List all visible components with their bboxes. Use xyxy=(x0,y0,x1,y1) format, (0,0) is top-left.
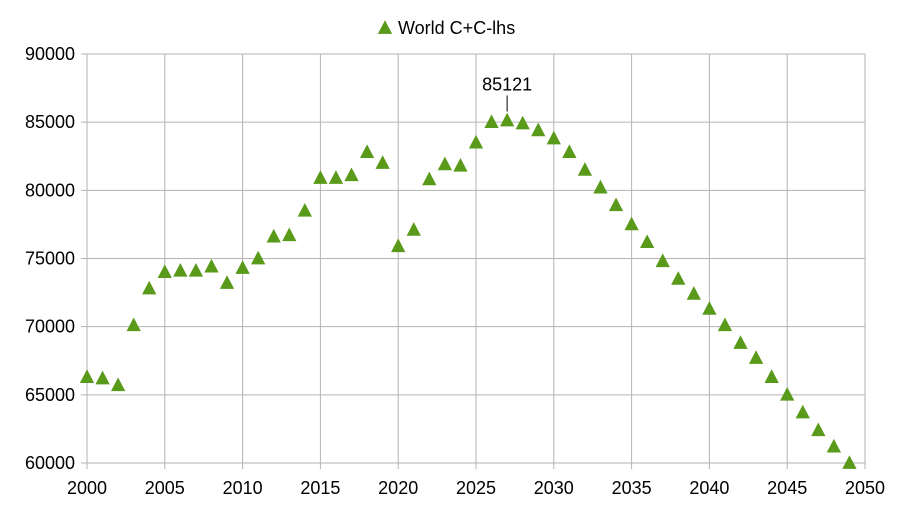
data-point-triangle xyxy=(391,238,406,253)
y-tick-label: 90000 xyxy=(25,44,75,64)
y-tick-label: 75000 xyxy=(25,249,75,269)
data-point-triangle xyxy=(437,156,453,171)
data-point-triangle xyxy=(142,280,157,295)
data-point-triangle xyxy=(748,350,764,364)
y-tick-label: 70000 xyxy=(25,317,75,337)
data-point-triangle xyxy=(593,179,608,194)
data-point-triangle xyxy=(453,157,468,172)
data-point-triangle xyxy=(484,114,499,129)
y-axis-ticks: 60000 65000 70000 75000 80000 85000 90000 xyxy=(25,44,75,473)
data-point-triangle xyxy=(655,253,670,268)
x-tick-label: 2040 xyxy=(689,478,729,498)
peak-value-label: 85121 xyxy=(482,75,532,95)
data-point-triangle xyxy=(282,227,297,242)
series-markers xyxy=(79,112,857,469)
data-point-triangle xyxy=(95,370,110,385)
legend: World C+C-lhs xyxy=(377,18,515,38)
data-point-triangle xyxy=(468,134,484,149)
data-point-triangle xyxy=(717,317,733,332)
data-point-triangle xyxy=(406,222,421,236)
data-point-triangle xyxy=(204,258,219,273)
data-point-triangle xyxy=(422,171,437,186)
data-point-triangle xyxy=(359,144,375,159)
data-point-triangle xyxy=(531,122,546,137)
data-point-triangle xyxy=(546,130,561,145)
annotation: 85121 xyxy=(482,75,532,112)
x-tick-label: 2005 xyxy=(145,478,185,498)
data-point-triangle xyxy=(640,234,655,248)
x-tick-label: 2020 xyxy=(378,478,418,498)
data-point-triangle xyxy=(608,197,624,212)
data-point-triangle xyxy=(624,216,639,231)
x-tick-label: 2030 xyxy=(534,478,574,498)
data-point-triangle xyxy=(251,250,266,265)
data-point-triangle xyxy=(764,369,779,383)
data-point-triangle xyxy=(671,271,686,285)
data-point-triangle xyxy=(266,228,281,243)
data-point-triangle xyxy=(499,112,515,127)
y-tick-label: 60000 xyxy=(25,453,75,473)
data-point-triangle xyxy=(795,404,810,419)
data-point-triangle xyxy=(157,264,172,278)
data-point-triangle xyxy=(297,202,312,217)
data-point-triangle xyxy=(344,167,359,182)
x-tick-label: 2010 xyxy=(223,478,263,498)
x-tick-label: 2025 xyxy=(456,478,496,498)
data-point-triangle xyxy=(686,286,701,300)
data-point-triangle xyxy=(780,387,795,401)
x-tick-label: 2000 xyxy=(67,478,107,498)
legend-label: World C+C-lhs xyxy=(398,18,515,38)
legend-marker-triangle xyxy=(377,20,393,34)
data-point-triangle xyxy=(842,455,857,469)
x-tick-label: 2050 xyxy=(845,478,885,498)
grid xyxy=(81,53,866,469)
data-point-triangle xyxy=(219,275,235,289)
data-point-triangle xyxy=(733,335,748,349)
data-point-triangle xyxy=(515,115,530,130)
data-point-triangle xyxy=(126,317,141,332)
x-tick-label: 2045 xyxy=(767,478,807,498)
data-point-triangle xyxy=(577,162,593,176)
data-point-triangle xyxy=(375,155,390,169)
data-point-triangle xyxy=(811,422,826,437)
x-tick-label: 2015 xyxy=(300,478,340,498)
data-point-triangle xyxy=(562,144,577,159)
data-point-triangle xyxy=(235,260,250,274)
data-point-triangle xyxy=(826,438,842,453)
y-tick-label: 85000 xyxy=(25,112,75,132)
data-point-triangle xyxy=(702,301,717,315)
data-point-triangle xyxy=(313,170,328,184)
data-point-triangle xyxy=(173,262,188,277)
x-tick-label: 2035 xyxy=(612,478,652,498)
x-axis-ticks: 2000 2005 2010 2015 2020 2025 2030 2035 2040 2045… xyxy=(67,478,885,498)
y-tick-label: 80000 xyxy=(25,180,75,200)
data-point-triangle xyxy=(188,262,204,277)
data-point-triangle xyxy=(79,369,95,383)
data-point-triangle xyxy=(110,377,126,392)
y-tick-label: 65000 xyxy=(25,385,75,405)
data-point-triangle xyxy=(328,170,344,184)
